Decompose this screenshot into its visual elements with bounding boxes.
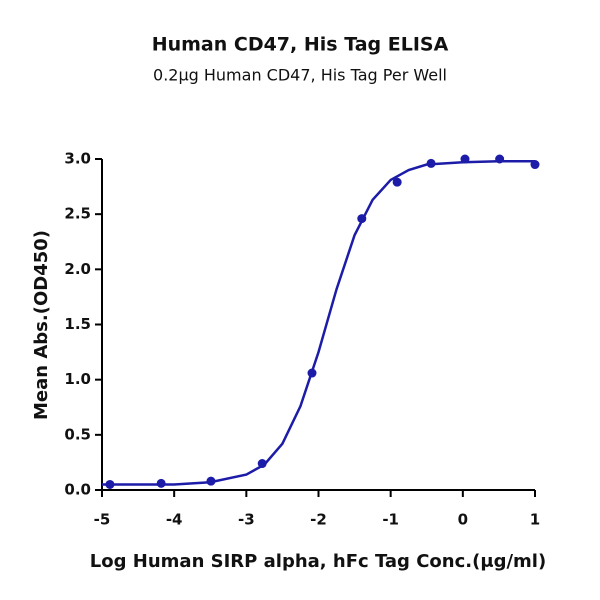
data-point: [460, 154, 470, 164]
data-point: [156, 478, 166, 488]
data-point: [257, 459, 267, 469]
y-tick-label: 1.0: [64, 370, 91, 388]
data-point: [392, 177, 402, 187]
y-tick-label: 0.0: [64, 481, 91, 499]
chart-subtitle: 0.2μg Human CD47, His Tag Per Well: [153, 66, 447, 85]
y-tick-label: 2.5: [64, 205, 91, 223]
x-tick-label: -1: [382, 511, 399, 529]
data-point: [530, 160, 540, 170]
y-tick-label: 1.5: [64, 315, 91, 333]
x-tick-label: -3: [238, 511, 255, 529]
y-tick-label: 0.5: [64, 425, 91, 443]
y-axis-label: Mean Abs.(OD450): [31, 230, 52, 420]
x-tick-label: -5: [94, 511, 111, 529]
chart-title: Human CD47, His Tag ELISA: [152, 34, 449, 56]
data-point: [105, 479, 115, 489]
x-tick-label: 1: [530, 511, 540, 529]
data-point: [307, 368, 317, 378]
data-point: [426, 158, 436, 168]
y-tick-label: 2.0: [64, 260, 91, 278]
x-axis-label: Log Human SIRP alpha, hFc Tag Conc.(μg/m…: [90, 551, 546, 572]
x-tick-label: -4: [166, 511, 183, 529]
fit-curve: [102, 159, 535, 486]
y-tick-label: 3.0: [64, 150, 91, 168]
x-tick-label: -2: [310, 511, 327, 529]
data-point: [357, 214, 367, 224]
data-point: [206, 476, 216, 486]
x-tick-label: 0: [458, 511, 468, 529]
data-point: [495, 154, 505, 164]
